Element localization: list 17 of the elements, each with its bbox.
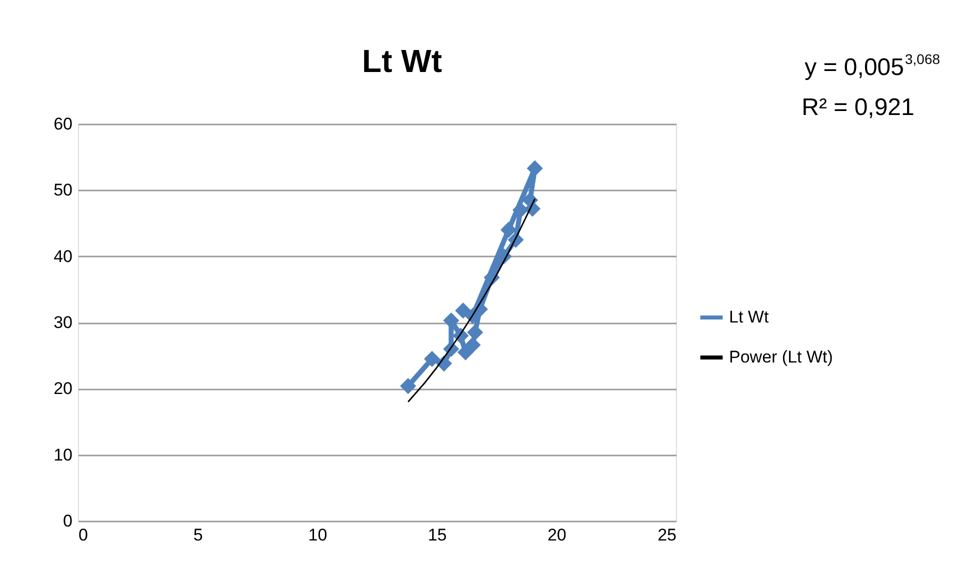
x-tick-label: 20 xyxy=(547,526,566,544)
y-tick-label: 60 xyxy=(54,114,72,134)
y-tick-label: 40 xyxy=(54,246,72,266)
y-tick-label: 50 xyxy=(54,180,72,200)
y-tick-label: 30 xyxy=(54,313,72,332)
x-tick-label: 0 xyxy=(78,526,88,544)
text: R² = 0,921 xyxy=(802,94,914,121)
y-tick-label: 0 xyxy=(63,512,72,530)
y-tick-label: 20 xyxy=(54,379,72,398)
y-tick-label: 10 xyxy=(54,445,72,464)
x-tick-label: 25 xyxy=(658,526,676,544)
chart-title: Lt Wt xyxy=(362,43,442,79)
x-tick-label: 5 xyxy=(193,526,203,544)
x-tick-label: 15 xyxy=(428,526,447,544)
legend-label: Lt Wt xyxy=(729,308,769,326)
legend-label: Power (Lt Wt) xyxy=(729,348,833,366)
x-tick-label: 10 xyxy=(308,526,328,544)
